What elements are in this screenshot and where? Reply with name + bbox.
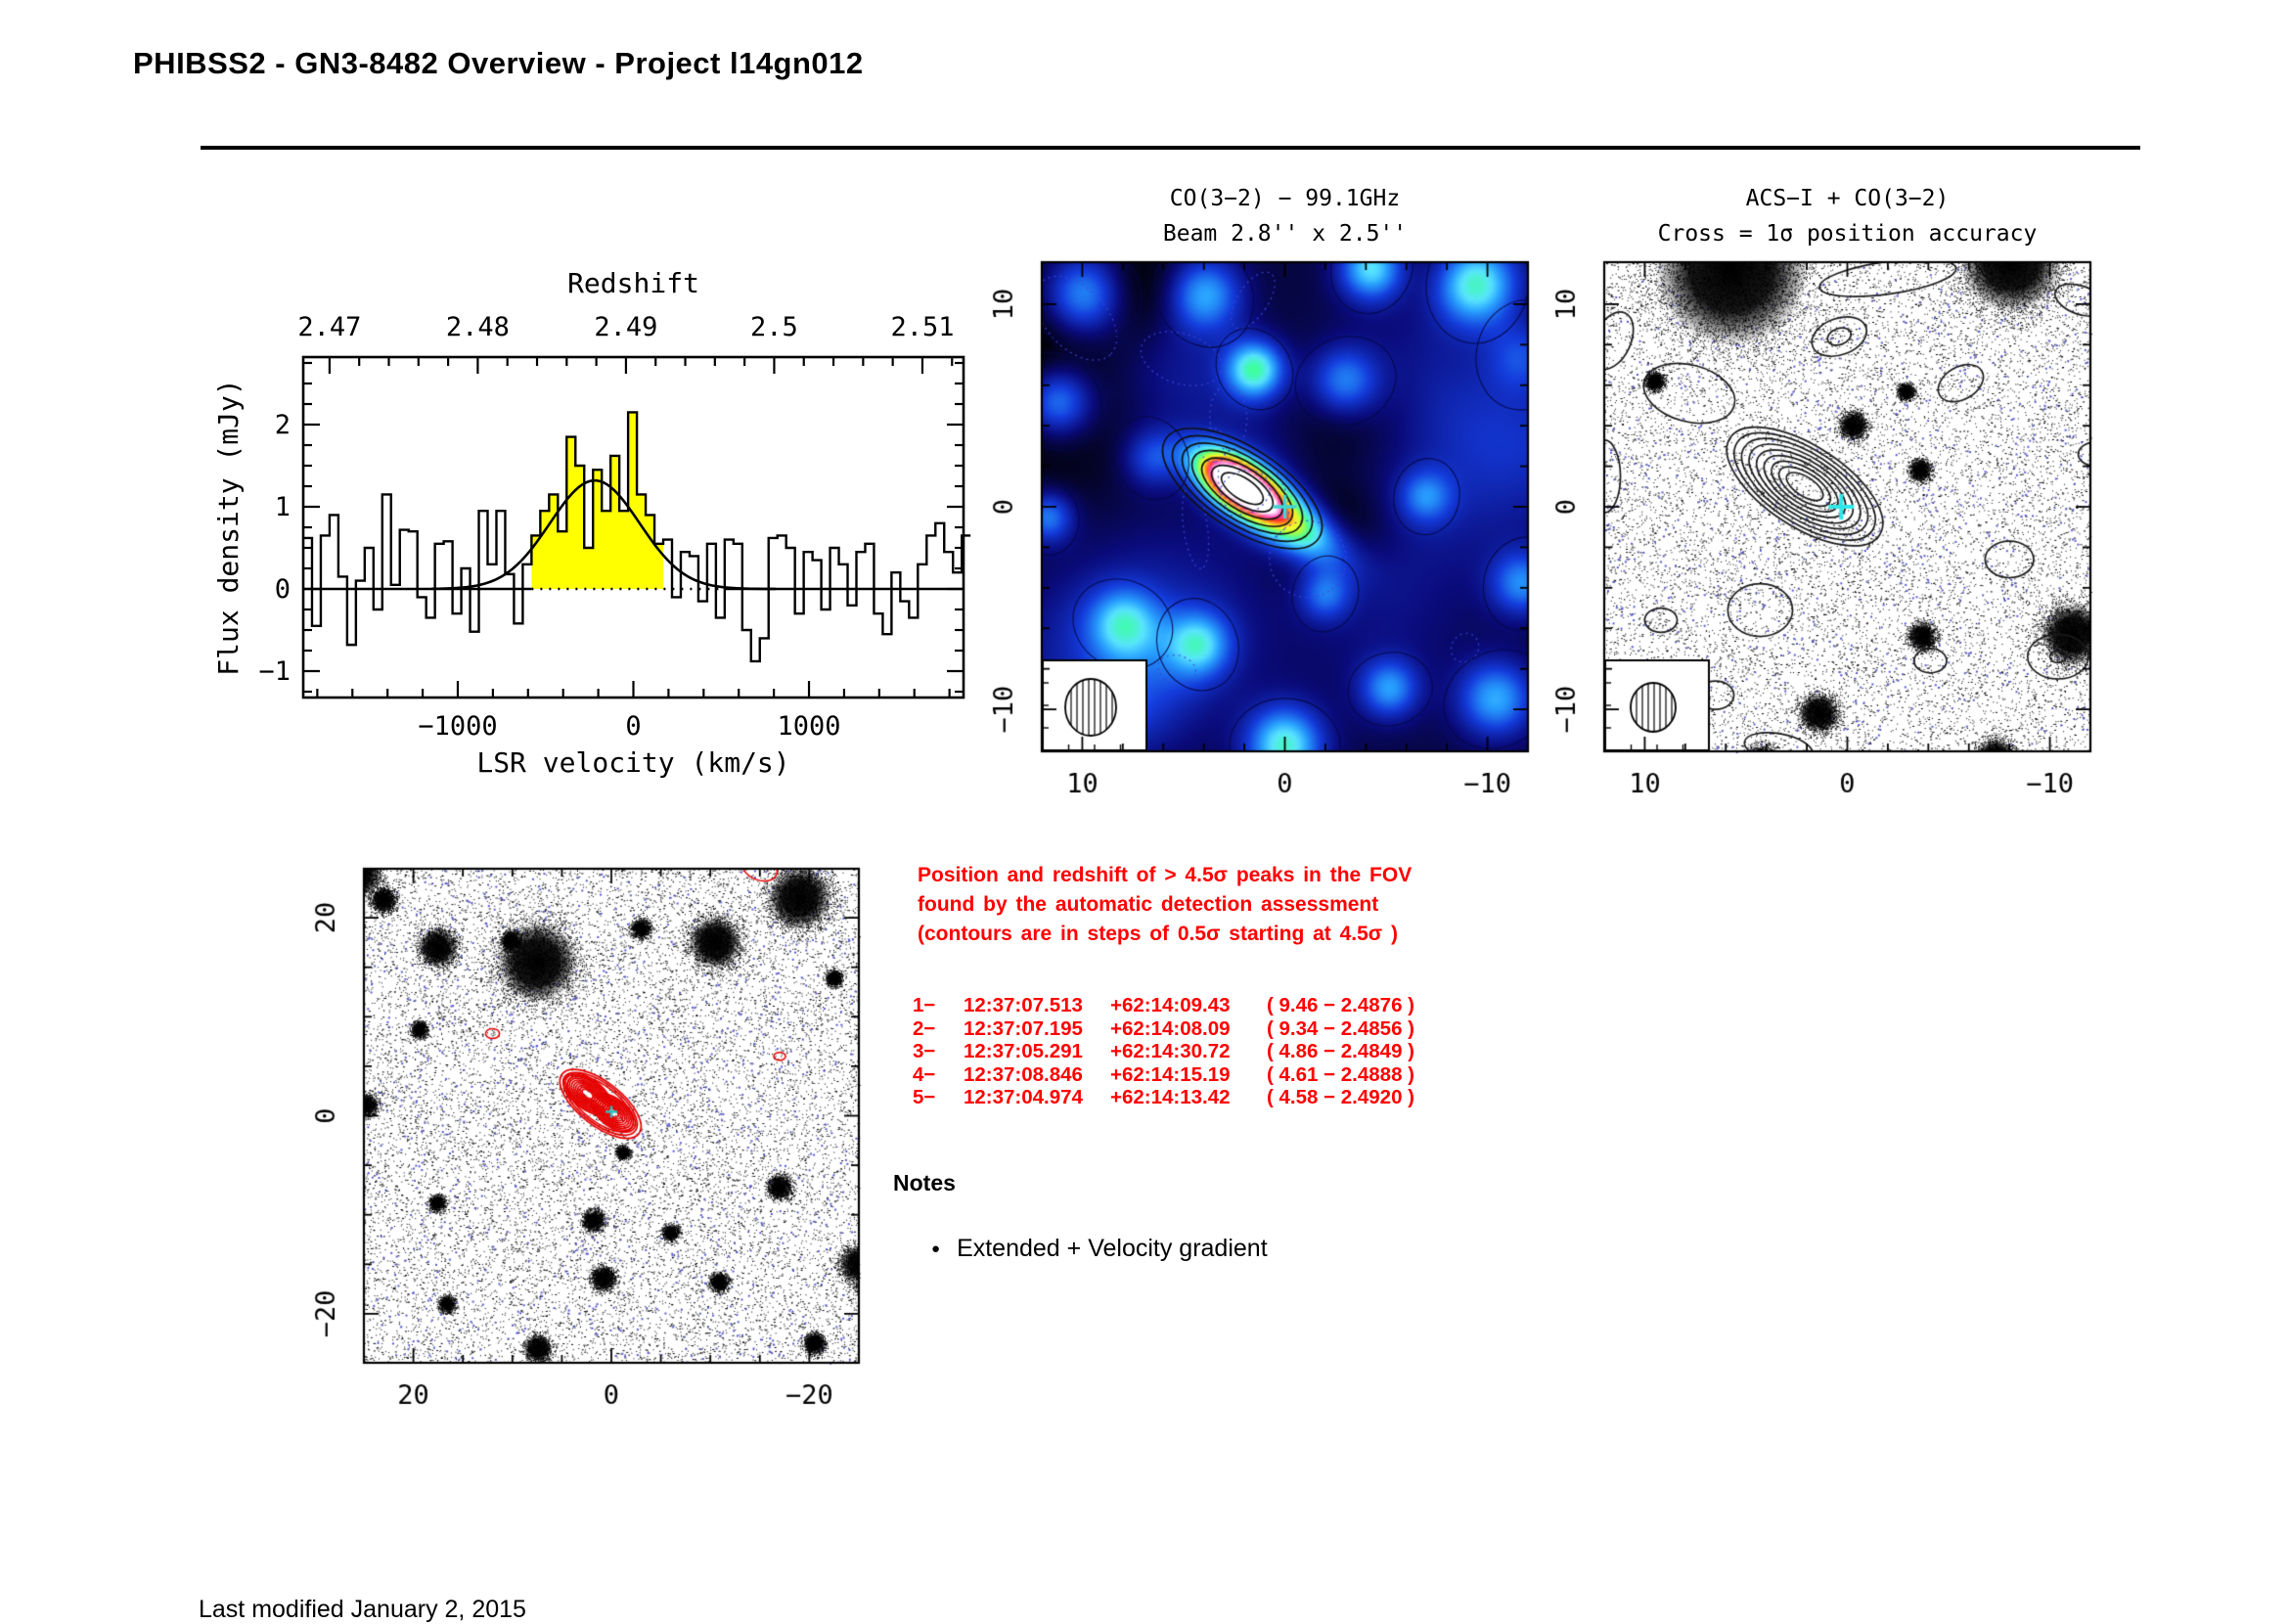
- svg-text:2.48: 2.48: [446, 312, 510, 342]
- svg-text:2.47: 2.47: [297, 312, 361, 342]
- last-modified: Last modified January 2, 2015: [199, 1596, 526, 1623]
- detection-summary-line: (contours are in steps of 0.5σ starting …: [918, 923, 1398, 945]
- co-map-title: CO(3−2) − 99.1GHz: [1169, 186, 1401, 211]
- peak-row: 5− 12:37:04.974 +62:14:13.42 ( 4.58 − 2.492…: [913, 1086, 1414, 1109]
- peak-ra: 12:37:08.846: [964, 1062, 1083, 1086]
- note-text: Extended + Velocity gradient: [957, 1235, 1268, 1262]
- svg-text:0: 0: [625, 711, 641, 742]
- peak-snr-z: ( 4.58 − 2.4920 ): [1267, 1086, 1415, 1109]
- peak-dec: +62:14:09.43: [1110, 994, 1231, 1016]
- svg-text:2.5: 2.5: [750, 312, 798, 342]
- peak-snr-z: ( 9.34 − 2.4856 ): [1267, 1016, 1415, 1040]
- acs-map-subtitle: Cross = 1σ position accuracy: [1657, 221, 2038, 247]
- peak-list: 1− 12:37:07.513 +62:14:09.43 ( 9.46 − 2.487…: [913, 994, 1414, 1109]
- note-item: ● Extended + Velocity gradient: [931, 1235, 1268, 1263]
- peak-row: 3− 12:37:05.291 +62:14:30.72 ( 4.86 − 2.484…: [913, 1040, 1414, 1063]
- svg-text:LSR velocity (km/s): LSR velocity (km/s): [476, 746, 789, 779]
- page-title: PHIBSS2 - GN3-8482 Overview - Project l1…: [133, 45, 864, 80]
- peak-ra: 12:37:07.195: [964, 1016, 1083, 1040]
- line-integration-region: [531, 412, 664, 589]
- svg-text:−1: −1: [258, 656, 291, 687]
- notes-heading: Notes: [893, 1170, 956, 1195]
- peak-row: 1− 12:37:07.513 +62:14:09.43 ( 9.46 − 2.487…: [913, 994, 1414, 1017]
- acs-map-title: ACS−I + CO(3−2): [1745, 186, 1950, 211]
- spectrum-svg: Redshift 2.47 2.48 2.49 2.5 2.51 −1000 0 1000 LSR…: [212, 267, 971, 779]
- peak-id: 3−: [913, 1040, 936, 1063]
- spectrum-histogram: [303, 411, 971, 663]
- fov-detection-map-canvas: [301, 863, 873, 1425]
- svg-text:2.51: 2.51: [890, 312, 954, 342]
- peak-id: 4−: [913, 1062, 936, 1086]
- peak-snr-z: ( 4.86 − 2.4849 ): [1267, 1040, 1415, 1063]
- title-divider: [201, 146, 2140, 150]
- peak-id: 5−: [913, 1086, 936, 1109]
- bullet-icon: ●: [931, 1241, 941, 1257]
- svg-text:2.49: 2.49: [594, 312, 657, 342]
- svg-text:0: 0: [275, 574, 291, 605]
- peak-snr-z: ( 4.61 − 2.4888 ): [1267, 1062, 1415, 1086]
- svg-text:Redshift: Redshift: [567, 267, 699, 299]
- peak-id: 2−: [913, 1016, 936, 1040]
- peak-dec: +62:14:30.72: [1110, 1040, 1231, 1063]
- svg-text:1000: 1000: [778, 711, 841, 742]
- peak-dec: +62:14:08.09: [1110, 1016, 1231, 1040]
- acs-overlay-map-canvas: [1542, 256, 2104, 814]
- peak-ra: 12:37:04.974: [964, 1086, 1083, 1109]
- peak-ra: 12:37:07.513: [964, 994, 1083, 1016]
- peak-ra: 12:37:05.291: [964, 1040, 1083, 1063]
- peak-dec: +62:14:15.19: [1110, 1062, 1231, 1086]
- peak-id: 1−: [913, 994, 936, 1016]
- svg-text:1: 1: [275, 492, 291, 522]
- peak-dec: +62:14:13.42: [1110, 1086, 1231, 1109]
- svg-text:2: 2: [275, 410, 291, 440]
- svg-text:−1000: −1000: [418, 711, 497, 742]
- detection-summary-line: Position and redshift of > 4.5σ peaks in…: [918, 864, 1413, 886]
- detection-summary-line: found by the automatic detection assessm…: [918, 893, 1379, 916]
- detection-summary: Position and redshift of > 4.5σ peaks in…: [918, 861, 1485, 949]
- peak-snr-z: ( 9.46 − 2.4876 ): [1267, 994, 1415, 1016]
- co-spectrum-plot: Redshift 2.47 2.48 2.49 2.5 2.51 −1000 0 1000 LSR…: [201, 249, 993, 797]
- gaussian-fit-curve: [431, 478, 776, 591]
- co-map-subtitle: Beam 2.8'' x 2.5'': [1162, 221, 1408, 247]
- peak-row: 4− 12:37:08.846 +62:14:15.19 ( 4.61 − 2.488…: [913, 1063, 1414, 1087]
- svg-text:Flux density (mJy): Flux density (mJy): [212, 379, 245, 675]
- peak-row: 2− 12:37:07.195 +62:14:08.09 ( 9.34 − 2.485…: [913, 1017, 1414, 1041]
- co-moment-map-canvas: [979, 256, 1542, 814]
